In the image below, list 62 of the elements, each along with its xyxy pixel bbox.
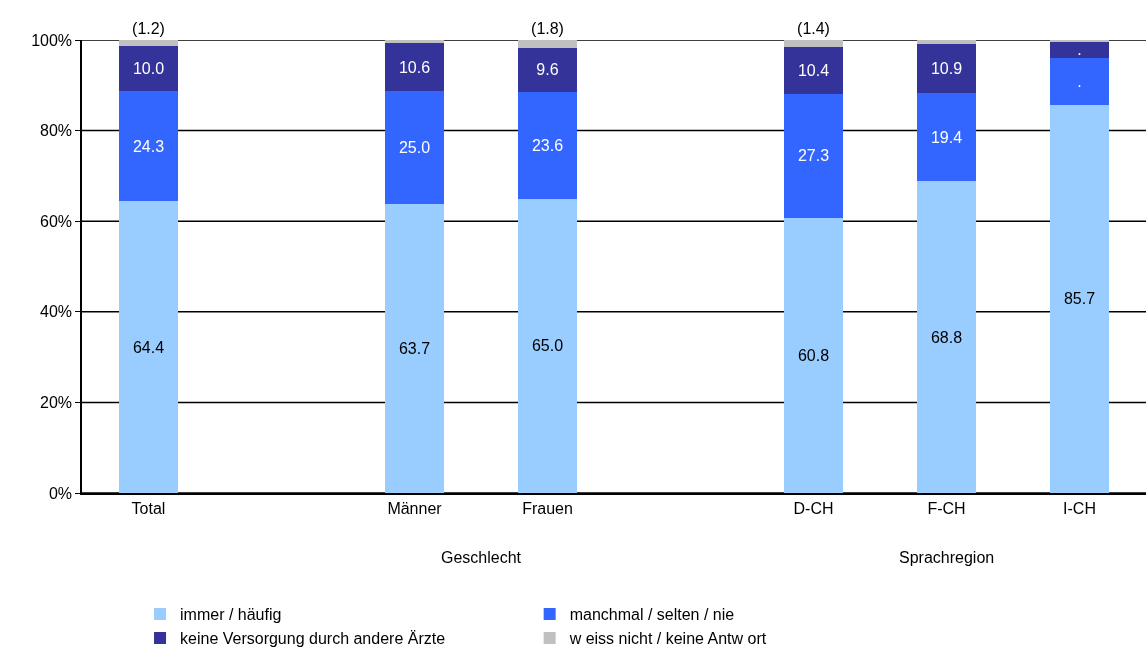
y-tick-label: 20% xyxy=(40,394,73,411)
bar xyxy=(384,204,445,493)
x-tick-label: I-CH xyxy=(1063,499,1096,517)
x-tick-label: D-CH xyxy=(793,499,834,517)
y-tick-label: 40% xyxy=(40,303,73,321)
data-label: (1.2) xyxy=(132,20,165,38)
data-label: 24.3 xyxy=(132,137,165,155)
bar xyxy=(118,201,179,493)
data-label: 63.7 xyxy=(398,340,431,358)
bar xyxy=(783,217,844,493)
data-label: (1.8) xyxy=(531,20,564,37)
y-tick-label: 100% xyxy=(31,31,73,49)
data-label: 68.8 xyxy=(930,328,963,346)
bar xyxy=(118,40,179,46)
data-label: . xyxy=(1077,72,1082,90)
bar xyxy=(384,40,445,44)
x-tick-label: Total xyxy=(131,499,166,517)
bar xyxy=(517,91,578,199)
data-label: 25.0 xyxy=(398,139,431,157)
data-label: 10.4 xyxy=(797,61,830,79)
bar xyxy=(1049,104,1110,493)
bar xyxy=(384,91,445,205)
bar xyxy=(384,43,445,92)
bar xyxy=(916,40,977,45)
x-tick-label: Männer xyxy=(387,499,443,517)
x-tick-label: F-CH xyxy=(927,499,966,517)
legend-label: immer / häufig xyxy=(180,606,282,624)
y-tick-label: 60% xyxy=(40,212,73,230)
data-label: 85.7 xyxy=(1063,290,1096,308)
bar xyxy=(783,40,844,47)
data-label: 60.8 xyxy=(797,346,830,364)
bar xyxy=(1049,57,1110,105)
bar xyxy=(517,198,578,493)
legend-label: w eiss nicht / keine Antw ort xyxy=(568,630,767,648)
y-tick-label: 0% xyxy=(48,484,73,502)
data-label: . xyxy=(1077,41,1082,59)
bar xyxy=(783,46,844,94)
bar xyxy=(118,45,179,92)
data-label: 9.6 xyxy=(536,61,559,79)
data-label: 19.4 xyxy=(930,128,963,146)
text: Geschlecht xyxy=(441,549,522,566)
bar xyxy=(916,93,977,182)
x-tick-label: Frauen xyxy=(522,499,573,517)
bar xyxy=(1049,41,1110,58)
y-tick-label: 80% xyxy=(40,122,73,140)
legend-label: keine Versorgung durch andere Ärzte xyxy=(180,630,446,648)
data-label: 10.6 xyxy=(398,58,431,76)
bar xyxy=(916,44,977,94)
bar xyxy=(118,91,179,202)
bar xyxy=(517,48,578,92)
bar xyxy=(517,40,578,49)
data-label: 27.3 xyxy=(797,147,830,165)
bar xyxy=(783,93,844,218)
data-label: 64.4 xyxy=(132,338,165,356)
bar xyxy=(916,181,977,493)
text: Sprachregion xyxy=(899,549,995,566)
data-label: (1.4) xyxy=(797,20,830,38)
data-label: 10.9 xyxy=(930,60,963,78)
data-label: 10.0 xyxy=(132,60,165,78)
data-label: 23.6 xyxy=(531,136,564,154)
legend-label: manchmal / selten / nie xyxy=(569,606,735,624)
data-label: 65.0 xyxy=(531,337,564,355)
